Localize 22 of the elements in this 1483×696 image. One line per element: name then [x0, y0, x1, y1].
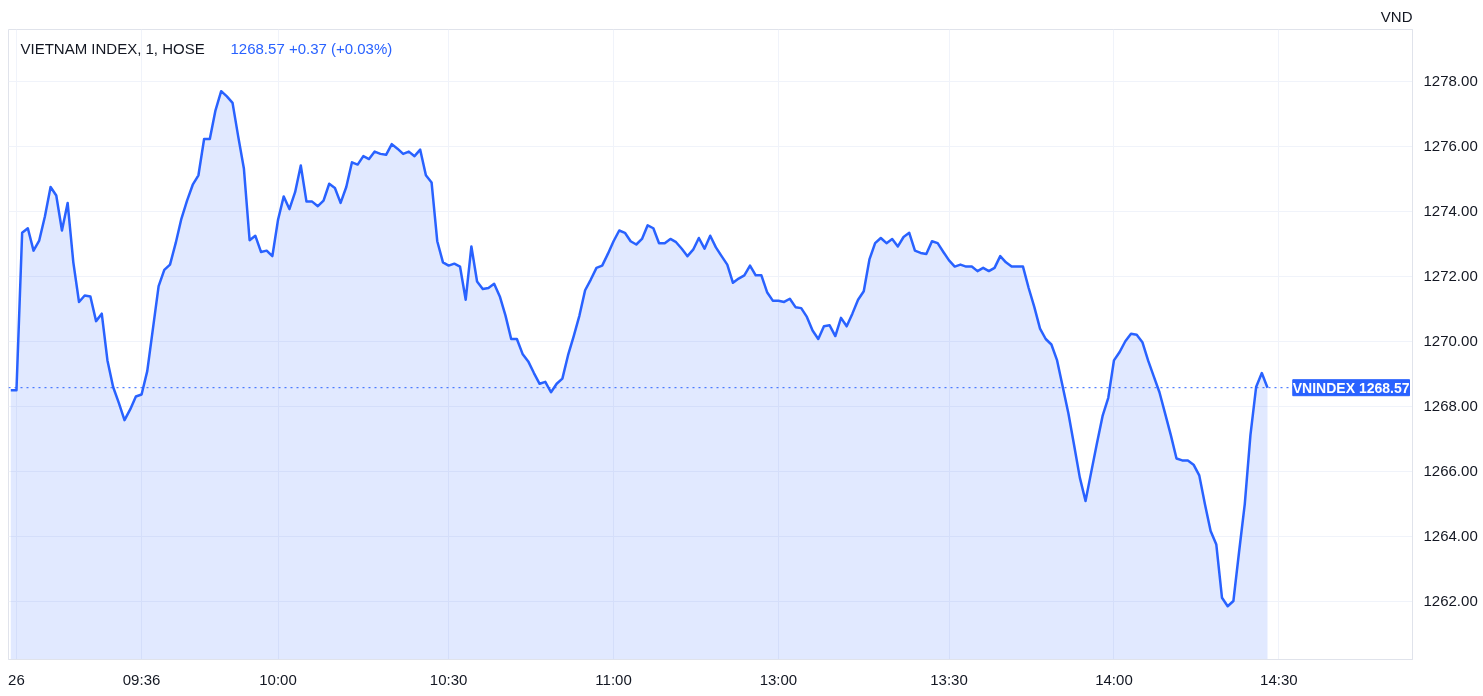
- y-axis-title: VND: [1380, 7, 1413, 25]
- x-tick-label: 11:00: [595, 670, 632, 688]
- y-tick-label: 1272.00: [1423, 267, 1478, 285]
- text: VIETNAM INDEX, 1, HOSE: [20, 39, 205, 57]
- x-tick-label: 13:30: [930, 670, 968, 688]
- x-tick-label: 26: [8, 670, 25, 688]
- y-tick-label: 1266.00: [1423, 462, 1478, 480]
- y-tick-label: 1274.00: [1423, 202, 1478, 220]
- y-tick-label: 1278.00: [1423, 72, 1478, 90]
- x-tick-label: 14:00: [1095, 670, 1133, 688]
- x-tick-label: 10:00: [259, 670, 297, 688]
- y-tick-label: 1264.00: [1423, 527, 1478, 545]
- y-tick-label: 1268.00: [1423, 397, 1478, 415]
- text: 1268.57 +0.37 (+0.03%): [230, 39, 393, 57]
- x-tick-label: 09:36: [122, 670, 161, 688]
- y-tick-label: 1262.00: [1423, 592, 1478, 610]
- y-tick-label: 1270.00: [1423, 332, 1478, 350]
- x-tick-label: 13:00: [759, 670, 798, 688]
- x-tick-label: 10:30: [429, 670, 468, 688]
- x-tick-label: 14:30: [1260, 670, 1298, 688]
- y-tick-label: 1276.00: [1423, 137, 1478, 155]
- ref-line-label: VNINDEX 1268.57: [1292, 379, 1410, 396]
